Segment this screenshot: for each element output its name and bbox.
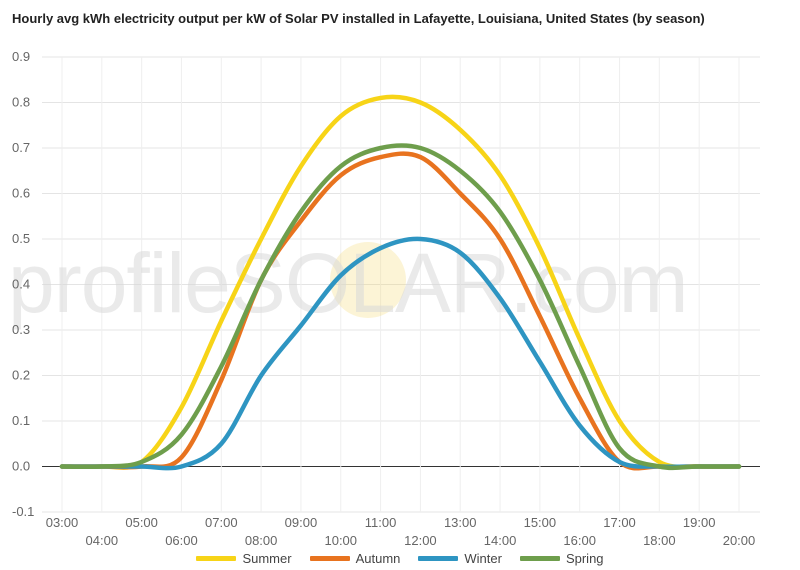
x-tick-label: 13:00 (444, 515, 477, 530)
legend-swatch (196, 555, 237, 561)
legend-swatch (309, 555, 350, 561)
chart-title: Hourly avg kWh electricity output per kW… (12, 11, 705, 26)
x-tick-label: 19:00 (683, 515, 716, 530)
x-tick-label: 11:00 (365, 515, 397, 530)
legend-item-summer[interactable]: Summer (196, 550, 292, 566)
legend-swatch (519, 555, 560, 561)
x-tick-label: 03:00 (46, 515, 79, 530)
y-tick-label: 0.6 (12, 186, 30, 201)
y-tick-label: 0.7 (12, 140, 30, 155)
legend-label: Winter (464, 550, 502, 566)
y-tick-label: 0.9 (12, 49, 30, 64)
legend-item-autumn[interactable]: Autumn (309, 550, 401, 566)
line-chart: profileSOLAR.com 0.90.80.70.60.50.40.30.… (8, 49, 760, 545)
legend-item-winter[interactable]: Winter (418, 551, 502, 566)
x-tick-label: 15:00 (524, 515, 557, 530)
watermark-text: profileSOLAR.com (8, 236, 688, 330)
chart-legend: Summer Autumn Winter Spring (0, 549, 800, 567)
x-tick-label: 07:00 (205, 515, 238, 530)
x-tick-label: 18:00 (643, 533, 676, 545)
x-tick-label: 04:00 (86, 533, 119, 545)
y-tick-label: 0.5 (12, 231, 30, 246)
x-tick-label: 06:00 (165, 533, 198, 545)
x-tick-label: 16:00 (563, 533, 596, 545)
watermark-sun (330, 242, 406, 318)
y-axis-ticks: 0.9 0.8 0.7 0.6 0.5 0.4 0.3 0.2 0.1 0.0 -0.1 (12, 49, 34, 519)
series-line-spring (59, 143, 742, 471)
x-tick-label: 08:00 (245, 533, 278, 545)
x-tick-label: 14:00 (484, 533, 517, 545)
x-tick-label: 12:00 (404, 533, 437, 545)
series-line-winter (59, 236, 742, 471)
series-lines (59, 94, 742, 471)
x-tick-label: 10:00 (324, 533, 357, 545)
y-tick-label: 0.8 (12, 95, 30, 110)
legend-label: Autumn (355, 550, 401, 566)
x-tick-label: 05:00 (125, 515, 158, 530)
watermark: profileSOLAR.com (8, 236, 689, 330)
legend-swatch (418, 555, 459, 561)
legend-label: Spring (565, 550, 604, 566)
x-tick-label: 09:00 (285, 515, 318, 530)
series-line-summer (59, 94, 742, 470)
legend-label: Summer (242, 550, 292, 566)
y-tick-label: 0.0 (12, 459, 30, 474)
x-tick-label: 20:00 (723, 533, 756, 545)
y-tick-label: 0.3 (12, 322, 30, 337)
y-tick-label: 0.1 (12, 413, 30, 428)
legend-item-spring[interactable]: Spring (519, 550, 604, 566)
y-tick-label: -0.1 (12, 504, 34, 519)
x-tick-label: 17:00 (603, 515, 636, 530)
y-tick-label: 0.4 (12, 277, 30, 292)
x-axis-ticks: 03:00 04:00 05:00 06:00 07:00 08:00 09:00 10:00… (46, 515, 756, 545)
y-tick-label: 0.2 (12, 368, 30, 383)
